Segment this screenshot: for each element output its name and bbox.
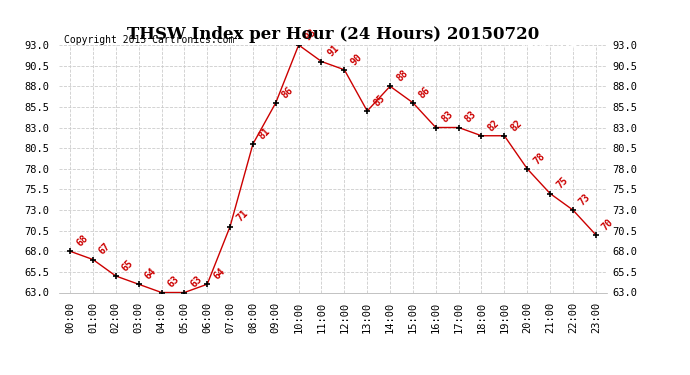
Text: 78: 78 — [531, 151, 546, 166]
Text: 82: 82 — [486, 118, 501, 133]
Text: 85: 85 — [371, 93, 387, 108]
Text: 63: 63 — [188, 274, 204, 290]
Text: 75: 75 — [554, 176, 570, 191]
Text: 91: 91 — [326, 44, 341, 59]
Text: Copyright 2015 Cartronics.com: Copyright 2015 Cartronics.com — [64, 35, 235, 45]
Text: 67: 67 — [97, 242, 112, 257]
Text: 86: 86 — [280, 85, 295, 100]
Title: THSW Index per Hour (24 Hours) 20150720: THSW Index per Hour (24 Hours) 20150720 — [127, 27, 539, 44]
Text: 90: 90 — [348, 52, 364, 67]
Text: 81: 81 — [257, 126, 273, 141]
Text: 83: 83 — [440, 110, 455, 125]
Text: 93: 93 — [303, 27, 318, 42]
Text: 64: 64 — [143, 266, 158, 282]
Text: 65: 65 — [120, 258, 135, 273]
Text: 83: 83 — [463, 110, 478, 125]
Text: 63: 63 — [166, 274, 181, 290]
Text: 73: 73 — [577, 192, 593, 207]
Text: 71: 71 — [234, 209, 250, 224]
Text: 86: 86 — [417, 85, 433, 100]
Text: 88: 88 — [394, 68, 410, 84]
Text: 68: 68 — [75, 233, 90, 249]
Text: 82: 82 — [509, 118, 524, 133]
Text: 64: 64 — [211, 266, 227, 282]
Text: THSW  (°F): THSW (°F) — [521, 42, 583, 52]
Text: 70: 70 — [600, 217, 615, 232]
